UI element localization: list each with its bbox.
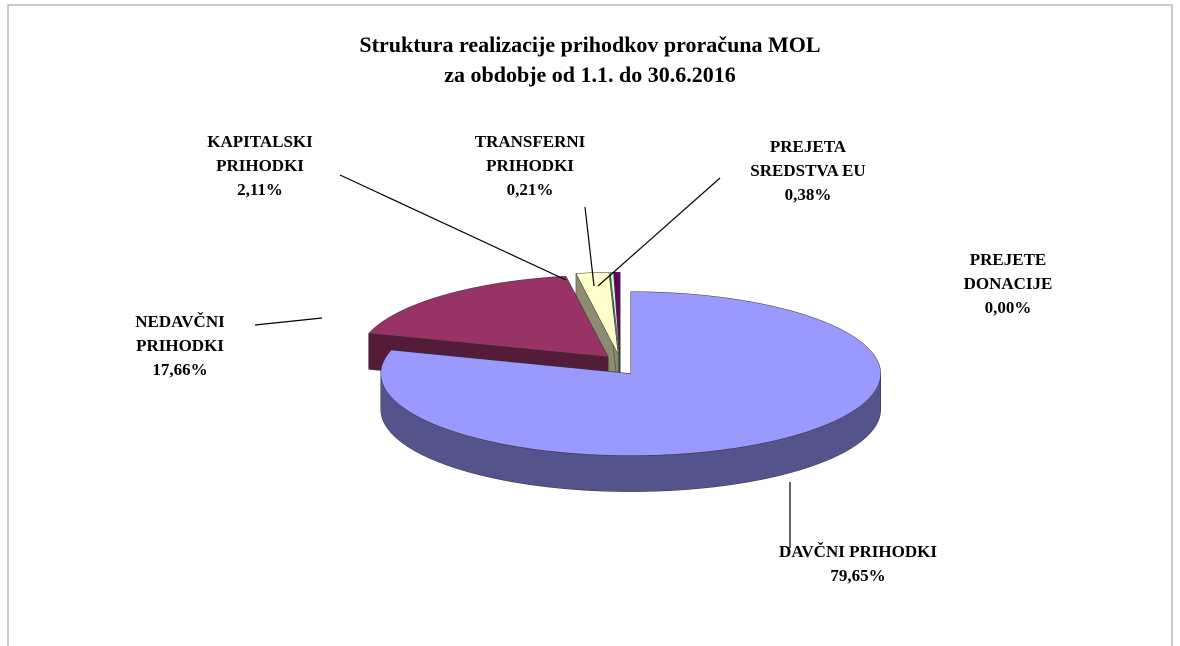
value-label: 2,11%	[237, 180, 283, 199]
category-label: DAVČNI PRIHODKI	[779, 542, 937, 561]
slice-top	[368, 275, 609, 358]
leader-line	[254, 317, 323, 326]
value-label: 17,66%	[152, 360, 208, 379]
value-label: 79,65%	[830, 566, 886, 585]
slice-label: NEDAVČNI PRIHODKI 17,66%	[105, 310, 255, 382]
category-label: NEDAVČNI PRIHODKI	[135, 312, 225, 355]
slice-label: DAVČNI PRIHODKI 79,65%	[728, 540, 988, 588]
leader-line	[584, 206, 595, 287]
leader-line	[339, 174, 567, 281]
category-label: PREJETE DONACIJE	[963, 250, 1053, 293]
value-label: 0,21%	[506, 180, 554, 199]
value-label: 0,00%	[984, 298, 1032, 317]
category-label: KAPITALSKI PRIHODKI	[207, 132, 313, 175]
slice-label: PREJETA SREDSTVA EU 0,38%	[733, 135, 883, 207]
slice-label: TRANSFERNI PRIHODKI 0,21%	[455, 130, 605, 202]
title-block: Struktura realizacije prihodkov proračun…	[0, 30, 1180, 90]
slice-top	[380, 291, 881, 456]
slice	[380, 291, 881, 492]
leader-line	[597, 177, 721, 287]
chart-subtitle: za obdobje od 1.1. do 30.6.2016	[444, 62, 736, 87]
slice-label: KAPITALSKI PRIHODKI 2,11%	[185, 130, 335, 202]
chart-title: Struktura realizacije prihodkov proračun…	[359, 32, 821, 57]
category-label: PREJETA SREDSTVA EU	[750, 137, 866, 180]
category-label: TRANSFERNI PRIHODKI	[474, 132, 586, 175]
chart-frame	[7, 4, 1173, 646]
value-label: 0,38%	[784, 185, 832, 204]
slice-label: PREJETE DONACIJE 0,00%	[933, 248, 1083, 320]
